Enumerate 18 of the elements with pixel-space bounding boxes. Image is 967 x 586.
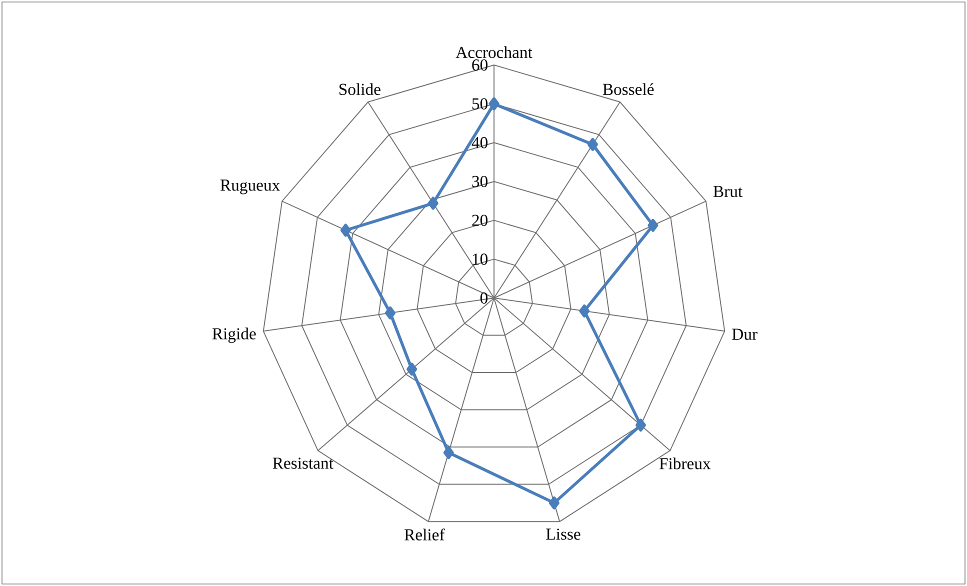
spoke-label: Rigide [212,328,256,343]
spoke-label: Brut [713,186,742,198]
y-tick-label: 50 [472,98,488,110]
y-tick-label: 0 [480,292,488,304]
spoke-label: Accrochant [456,46,532,58]
y-tick-label: 30 [472,176,488,188]
y-tick-label: 60 [472,59,488,71]
spoke-label: Dur [732,328,758,340]
spoke-label: Resistant [272,458,334,469]
y-tick-label: 10 [472,254,488,265]
spoke-label: Bosselé [602,83,654,95]
y-tick-label: 40 [472,137,488,148]
spoke-label: Lisse [546,528,580,540]
spoke-label: Rugueux [220,180,280,194]
spoke-label: Solide [340,83,380,95]
spoke-label: Relief [404,528,445,540]
y-tick-label: 20 [472,214,488,226]
spoke-label: Fibreux [659,458,711,470]
